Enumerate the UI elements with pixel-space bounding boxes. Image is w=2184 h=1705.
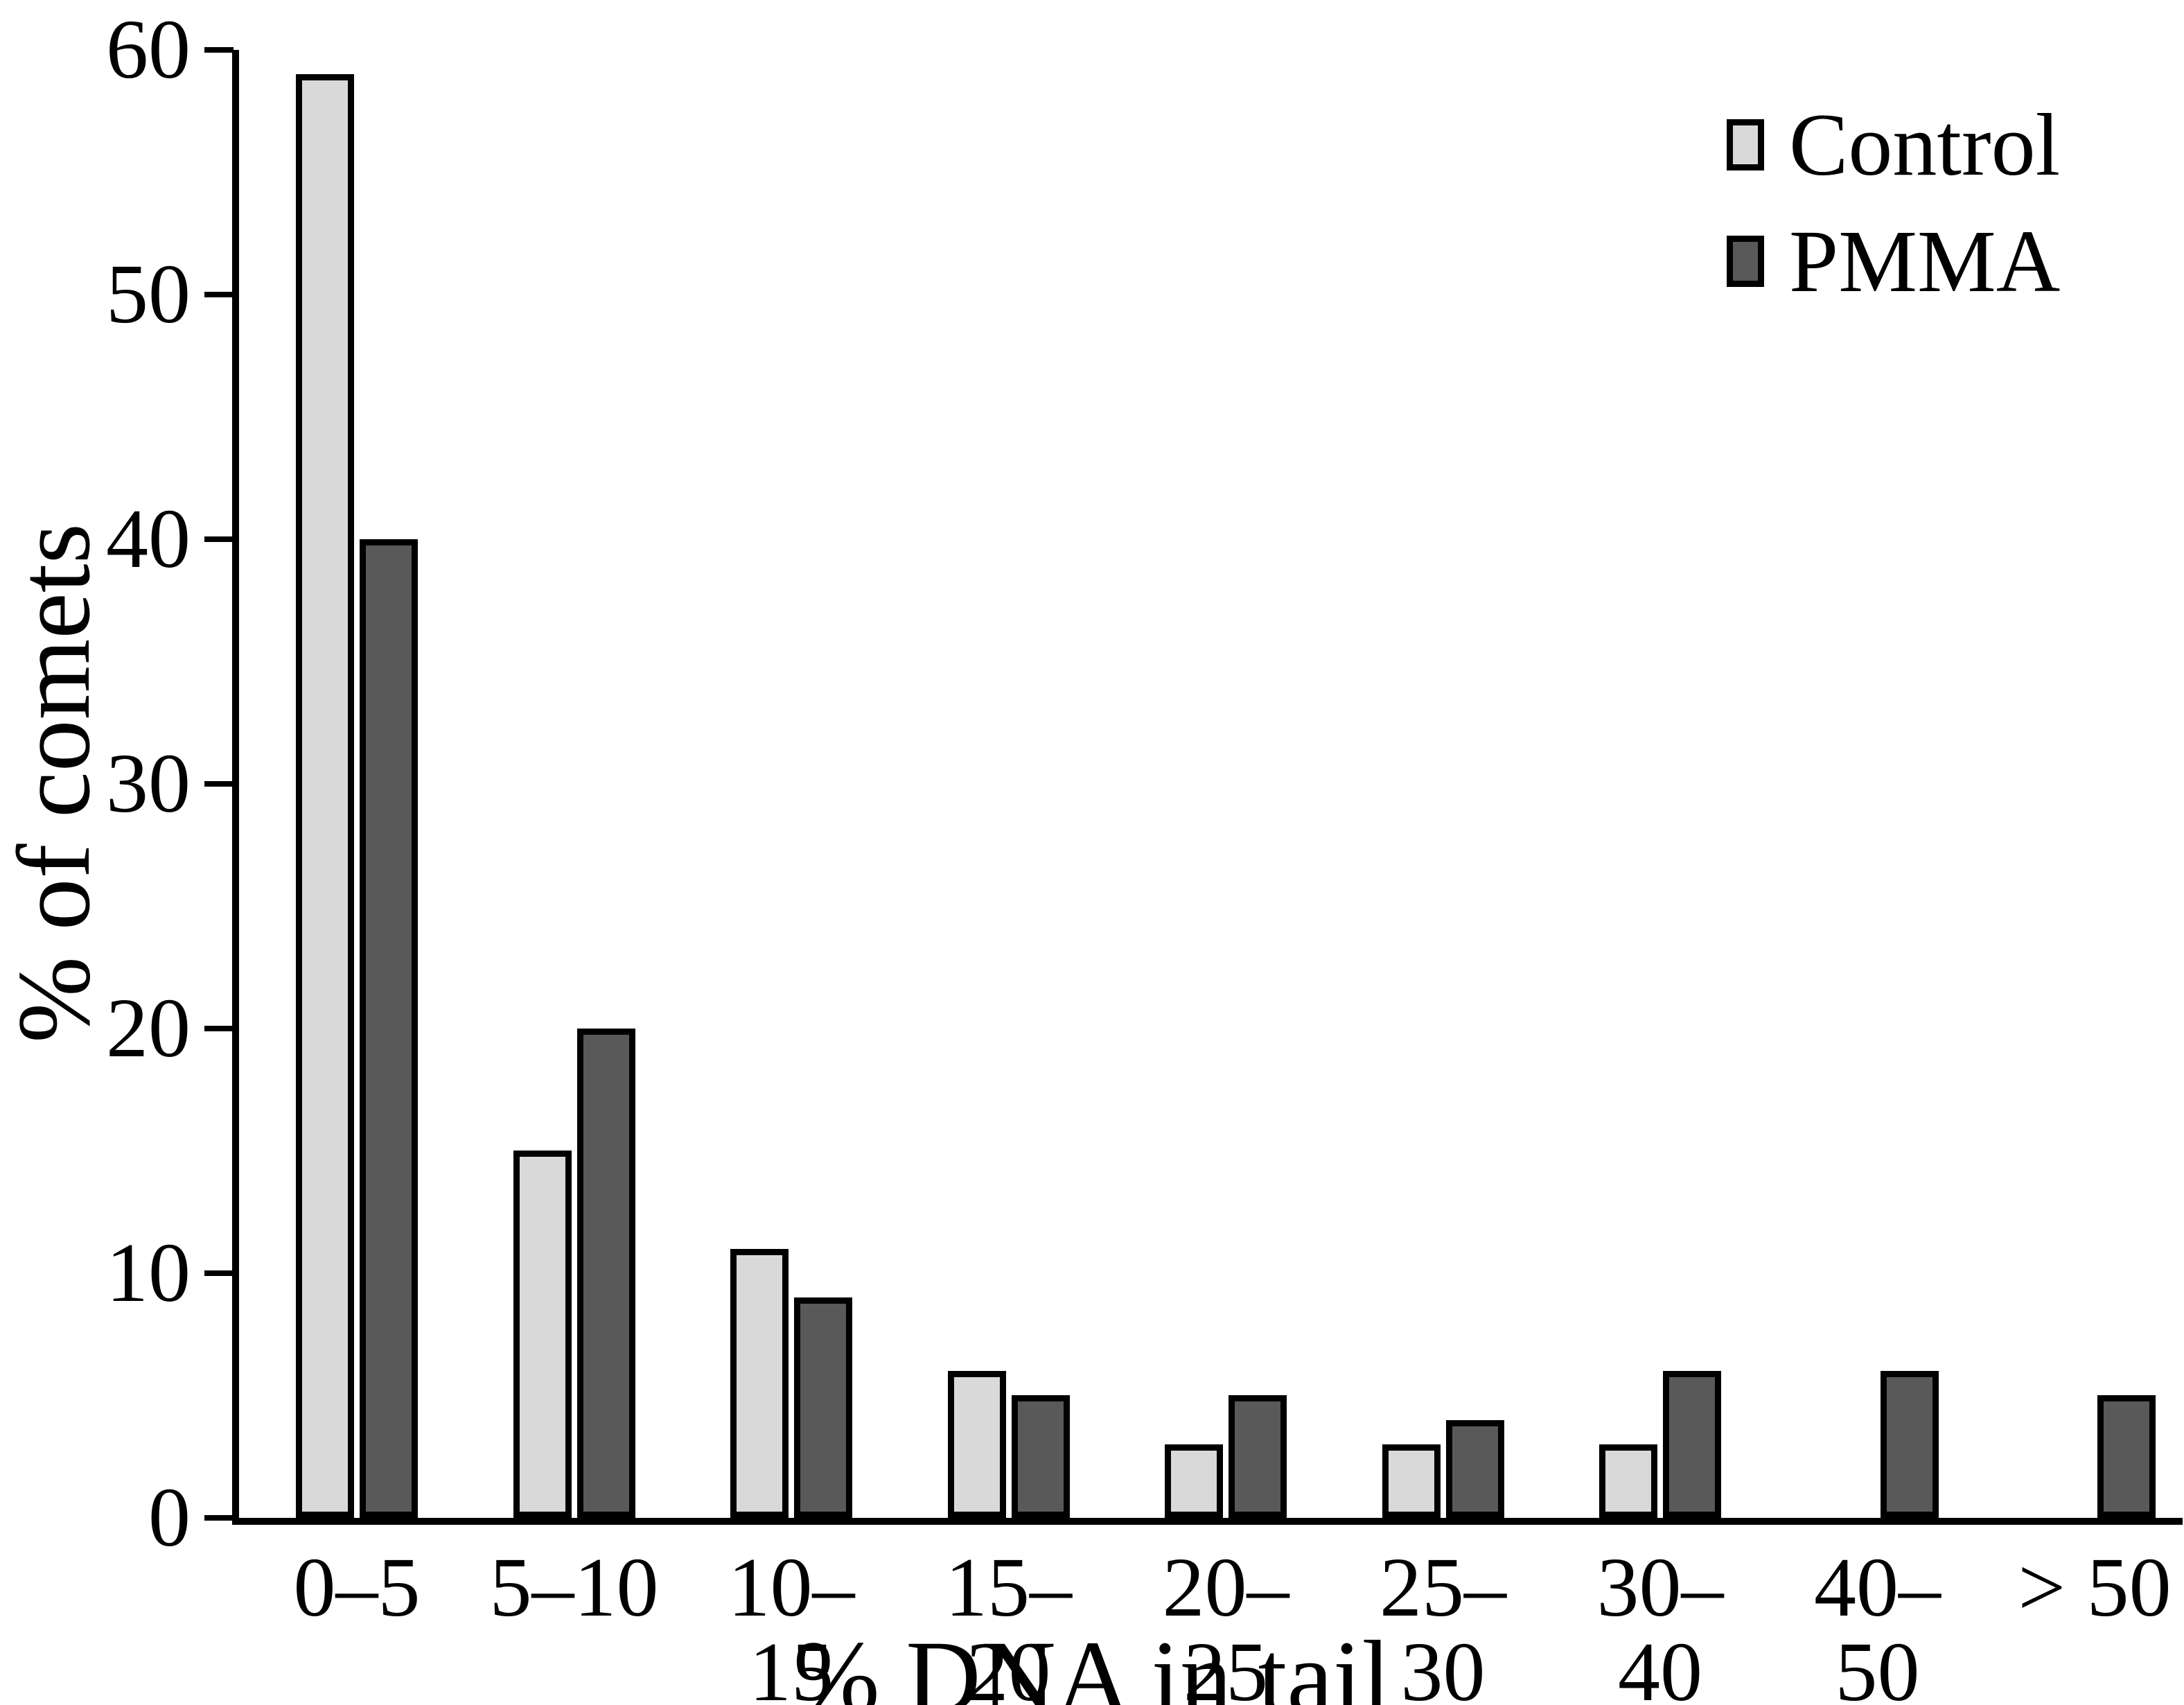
x-category-label: 15–20: [945, 1541, 1072, 1705]
legend-label-pmma: PMMA: [1789, 212, 2061, 311]
legend-item-control: Control: [1727, 100, 2060, 189]
bar-control-30–40: [1599, 1444, 1657, 1518]
x-axis-title: % DNA in tail: [793, 1620, 1391, 1705]
y-tick-mark: [204, 292, 234, 297]
legend: Control PMMA: [1727, 100, 2060, 306]
y-tick-label: 20: [106, 981, 191, 1075]
bar-pmma-> 50: [2097, 1395, 2156, 1518]
y-tick-label: 10: [106, 1226, 191, 1320]
y-tick-mark: [204, 47, 234, 53]
x-category-label: 20–25: [1162, 1541, 1289, 1705]
bar-pmma-15–20: [1011, 1395, 1070, 1518]
plot-area: 0 10 20 30 40 50 60 0–5 5–10 10–15 15–20 20–25 25–30…: [106, 8, 2183, 1705]
y-tick-mark: [204, 1026, 234, 1031]
y-tick-label: 30: [106, 737, 191, 830]
x-category-label: 30–40: [1596, 1541, 1724, 1705]
bar-pmma-25–30: [1445, 1420, 1504, 1518]
x-category-label: 25–30: [1380, 1541, 1506, 1705]
x-category-label: 0–5: [293, 1541, 421, 1634]
y-tick-mark: [204, 1270, 234, 1276]
y-tick-label: 60: [106, 3, 191, 96]
bar-pmma-40–50: [1880, 1371, 1939, 1518]
legend-label-control: Control: [1789, 96, 2061, 194]
bar-control-20–25: [1165, 1444, 1223, 1518]
x-category-label: 10–15: [728, 1541, 855, 1705]
bar-pmma-5–10: [576, 1029, 635, 1518]
bar-control-10–15: [730, 1249, 789, 1518]
bar-pmma-30–40: [1663, 1371, 1721, 1518]
x-category-label: 5–10: [489, 1541, 659, 1634]
x-category-label: 40–50: [1814, 1541, 1941, 1705]
bar-pmma-20–25: [1228, 1395, 1287, 1518]
bar-control-0–5: [296, 74, 354, 1518]
y-tick-mark: [204, 781, 234, 787]
y-tick-label: 40: [106, 492, 191, 586]
x-category-label: > 50: [2018, 1541, 2172, 1634]
control-swatch-icon: [1727, 119, 1764, 170]
bar-control-5–10: [513, 1151, 572, 1518]
y-tick-mark: [204, 536, 234, 542]
bar-pmma-10–15: [794, 1297, 852, 1518]
y-tick-label: 0: [148, 1471, 191, 1564]
legend-item-pmma: PMMA: [1727, 217, 2060, 306]
bar-pmma-0–5: [360, 539, 418, 1518]
y-tick-mark: [204, 1515, 234, 1521]
bar-control-15–20: [947, 1371, 1006, 1518]
bar-control-25–30: [1382, 1444, 1441, 1518]
y-tick-label: 50: [106, 247, 191, 341]
pmma-swatch-icon: [1727, 236, 1764, 287]
